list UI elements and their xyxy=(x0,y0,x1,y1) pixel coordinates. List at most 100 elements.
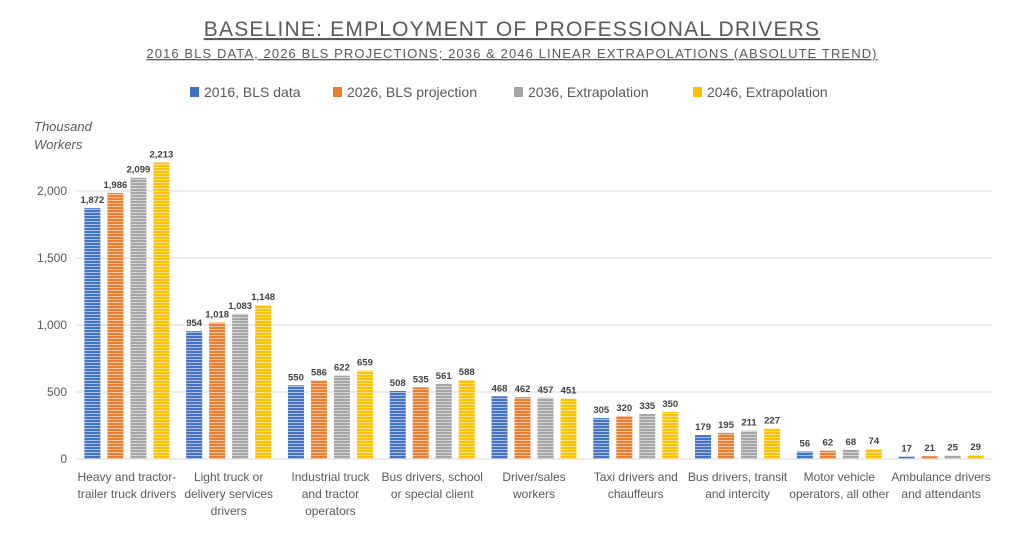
bar-stripes xyxy=(616,416,633,459)
data-label: 1,872 xyxy=(80,195,104,206)
data-label: 622 xyxy=(334,363,350,374)
legend-swatch xyxy=(333,87,342,97)
data-label: 2,213 xyxy=(149,149,173,160)
bar-stripes xyxy=(356,370,373,459)
bar-stripes xyxy=(186,331,203,459)
legend-item: 2036, Extrapolation xyxy=(514,84,649,100)
x-category-label: Motor vehicle operators, all other xyxy=(789,470,889,501)
bar-stripes xyxy=(333,375,350,459)
y-axis: 0 500 1,000 1,500 2,000 xyxy=(37,184,67,466)
data-label: 195 xyxy=(718,420,735,431)
data-label: 550 xyxy=(288,372,304,383)
data-label: 56 xyxy=(800,438,811,449)
x-category-label: Driver/sales workers xyxy=(502,470,565,501)
bar-stripes xyxy=(491,396,508,459)
data-label: 1,986 xyxy=(103,180,127,191)
data-label: 1,148 xyxy=(251,292,275,303)
bar-stripes xyxy=(84,208,101,459)
data-label: 535 xyxy=(413,374,430,385)
data-label: 25 xyxy=(947,443,958,454)
chart-subtitle: 2016 BLS DATA, 2026 BLS PROJECTIONS; 203… xyxy=(146,46,877,61)
bar-stripes xyxy=(209,322,226,459)
bar-stripes xyxy=(514,397,531,459)
bar-stripes xyxy=(153,162,170,459)
data-label: 451 xyxy=(561,386,578,397)
x-category-label-line: and intercity xyxy=(705,487,770,501)
y-tick-label: 1,500 xyxy=(37,251,67,265)
bar-stripes xyxy=(967,455,984,459)
data-label: 227 xyxy=(764,416,780,427)
bar-stripes xyxy=(944,455,961,459)
bar-stripes xyxy=(796,451,813,459)
y-axis-label-line-1: Thousand xyxy=(34,119,93,134)
data-label: 211 xyxy=(741,418,757,429)
x-category-label-line: Bus drivers, transit xyxy=(688,470,788,484)
data-label: 335 xyxy=(639,401,656,412)
bar-stripes xyxy=(435,383,452,459)
x-category-label: Taxi drivers and chauffeurs xyxy=(594,470,678,501)
bar-stripes xyxy=(130,177,147,459)
x-category-label: Ambulance drivers and attendants xyxy=(891,470,990,501)
bar-stripes xyxy=(639,414,656,459)
x-category-label: Industrial truck and tractor operators xyxy=(291,470,370,518)
legend: 2016, BLS data 2026, BLS projection 2036, … xyxy=(190,84,828,100)
x-category-label-line: and attendants xyxy=(901,487,980,501)
bar-stripes xyxy=(764,428,781,459)
data-label: 1,018 xyxy=(205,310,229,321)
y-axis-label: Thousand Workers xyxy=(34,119,95,152)
bar-stripes xyxy=(389,390,406,459)
data-label: 468 xyxy=(492,383,508,394)
y-tick-label: 500 xyxy=(47,385,67,399)
bar-stripes xyxy=(842,449,859,459)
data-label: 68 xyxy=(846,437,857,448)
data-label: 21 xyxy=(924,443,935,454)
bar-stripes xyxy=(819,450,836,459)
data-label: 305 xyxy=(593,405,610,416)
data-label: 179 xyxy=(695,422,711,433)
x-category-label-line: chauffeurs xyxy=(608,487,664,501)
x-category-label-line: Industrial truck xyxy=(291,470,370,484)
x-category-label-line: Light truck or xyxy=(194,470,263,484)
bar-stripes xyxy=(255,305,272,459)
data-label: 588 xyxy=(459,367,475,378)
gridlines xyxy=(76,190,992,460)
bar-stripes xyxy=(560,398,577,459)
bar-stripes xyxy=(865,449,882,459)
bar-stripes xyxy=(662,412,679,459)
data-label: 508 xyxy=(390,378,406,389)
x-category-label: Light truck or delivery services drivers xyxy=(184,470,273,518)
data-label: 2,099 xyxy=(126,165,150,176)
bar-stripes xyxy=(287,385,304,459)
y-tick-label: 0 xyxy=(60,452,67,466)
x-category-label-line: or special client xyxy=(391,487,474,501)
x-category-label-line: Ambulance drivers xyxy=(891,470,990,484)
x-category-label-line: and tractor xyxy=(302,487,359,501)
legend-label: 2016, BLS data xyxy=(204,84,301,100)
x-category-label-line: Motor vehicle xyxy=(804,470,876,484)
bar-stripes xyxy=(593,418,610,459)
legend-item: 2016, BLS data xyxy=(190,84,301,100)
x-category-label-line: operators xyxy=(305,504,356,518)
bar-stripes xyxy=(537,397,554,459)
x-category-label: Heavy and tractor-trailer truck drivers xyxy=(78,470,177,501)
data-label: 320 xyxy=(616,403,632,414)
legend-item: 2046, Extrapolation xyxy=(693,84,828,100)
chart-title: BASELINE: EMPLOYMENT OF PROFESSIONAL DRI… xyxy=(204,18,820,41)
x-category-label-line: Heavy and tractor- xyxy=(78,470,177,484)
y-axis-label-line-2: Workers xyxy=(34,137,83,152)
bar-stripes xyxy=(898,456,915,459)
data-label: 659 xyxy=(357,358,373,369)
x-category-label-line: Taxi drivers and xyxy=(594,470,678,484)
legend-item: 2026, BLS projection xyxy=(333,84,477,100)
bar-stripes xyxy=(310,380,327,459)
bar-stripes xyxy=(107,192,124,459)
x-category-label-line: trailer truck drivers xyxy=(78,487,177,501)
data-label: 462 xyxy=(515,384,531,395)
x-category-label: Bus drivers, transit and intercity xyxy=(688,470,788,501)
legend-swatch xyxy=(190,87,199,97)
bars xyxy=(84,162,984,459)
data-label: 954 xyxy=(186,318,203,329)
x-category-label-line: drivers xyxy=(211,504,247,518)
data-label: 561 xyxy=(436,371,453,382)
